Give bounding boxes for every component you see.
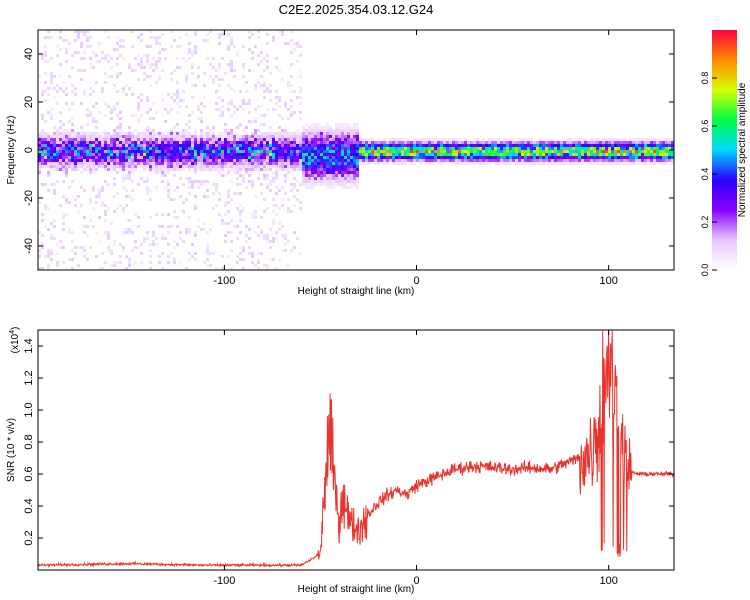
colorbar-tick-label: 0.0 — [700, 264, 710, 277]
spectrogram-y-label: Frequency (Hz) — [6, 116, 17, 185]
spectrogram-y-tick-label: 0 — [23, 147, 35, 153]
snr-frame — [37, 329, 675, 571]
spectrogram-panel: -100 0 100 -40 -20 0 20 40 Height of straight l… — [6, 29, 675, 297]
snr-y-tick-label: 0.6 — [23, 466, 35, 481]
snr-x-tick-label: 0 — [413, 575, 419, 587]
colorbar-tick-label: 0.2 — [700, 216, 710, 229]
spectrogram-y-tick-label: -20 — [23, 190, 35, 206]
snr-x-tick-label: 100 — [599, 575, 617, 587]
chart-title: C2E2.2025.354.03.12.G24 — [278, 2, 434, 17]
colorbar-label: Normalized spectral amplitude — [737, 82, 748, 217]
spectrogram-x-tick-label: -100 — [213, 275, 235, 287]
colorbar-tick-label: 0.8 — [700, 72, 710, 85]
snr-scale-label: (x104) — [9, 327, 21, 354]
spectrogram-y-tick-label: 40 — [23, 48, 35, 60]
snr-x-tick-label: -100 — [213, 575, 235, 587]
snr-background — [38, 330, 674, 570]
spectrogram-cells — [38, 30, 674, 270]
spectrogram-ticks: -100 0 100 -40 -20 0 20 40 — [23, 30, 674, 287]
snr-y-tick-label: 1.2 — [23, 370, 35, 385]
snr-series-line — [37, 330, 675, 569]
snr-y-tick-label: 0.8 — [23, 434, 35, 449]
colorbar-ticks: 0.0 0.2 0.4 0.6 0.8 — [700, 72, 717, 277]
colorbar-tick-label: 0.6 — [700, 120, 710, 133]
colorbar-tick-label: 0.4 — [700, 168, 710, 181]
snr-y-tick-label: 1.0 — [23, 402, 35, 417]
spectrogram-x-tick-label: 0 — [413, 275, 419, 287]
snr-y-tick-label: 0.4 — [23, 498, 35, 513]
snr-y-tick-label: 1.4 — [23, 338, 35, 353]
snr-panel: -100 0 100 0.2 0.4 0.6 0.8 1.0 1.2 1.4 Height of … — [6, 327, 675, 595]
spectrogram-x-label: Height of straight line (km) — [298, 286, 415, 297]
spectrogram-y-tick-label: -40 — [23, 238, 35, 254]
snr-x-label: Height of straight line (km) — [298, 584, 415, 595]
snr-y-label: SNR (10 * v/v) — [6, 418, 17, 482]
snr-ticks: -100 0 100 0.2 0.4 0.6 0.8 1.0 1.2 1.4 — [23, 330, 674, 587]
spectrogram-x-tick-label: 100 — [599, 275, 617, 287]
snr-y-tick-label: 0.2 — [23, 530, 35, 545]
spectrogram-y-tick-label: 20 — [23, 96, 35, 108]
colorbar-gradient — [712, 30, 737, 270]
colorbar: 0.0 0.2 0.4 0.6 0.8 Normalized spectral ampl… — [700, 30, 748, 276]
